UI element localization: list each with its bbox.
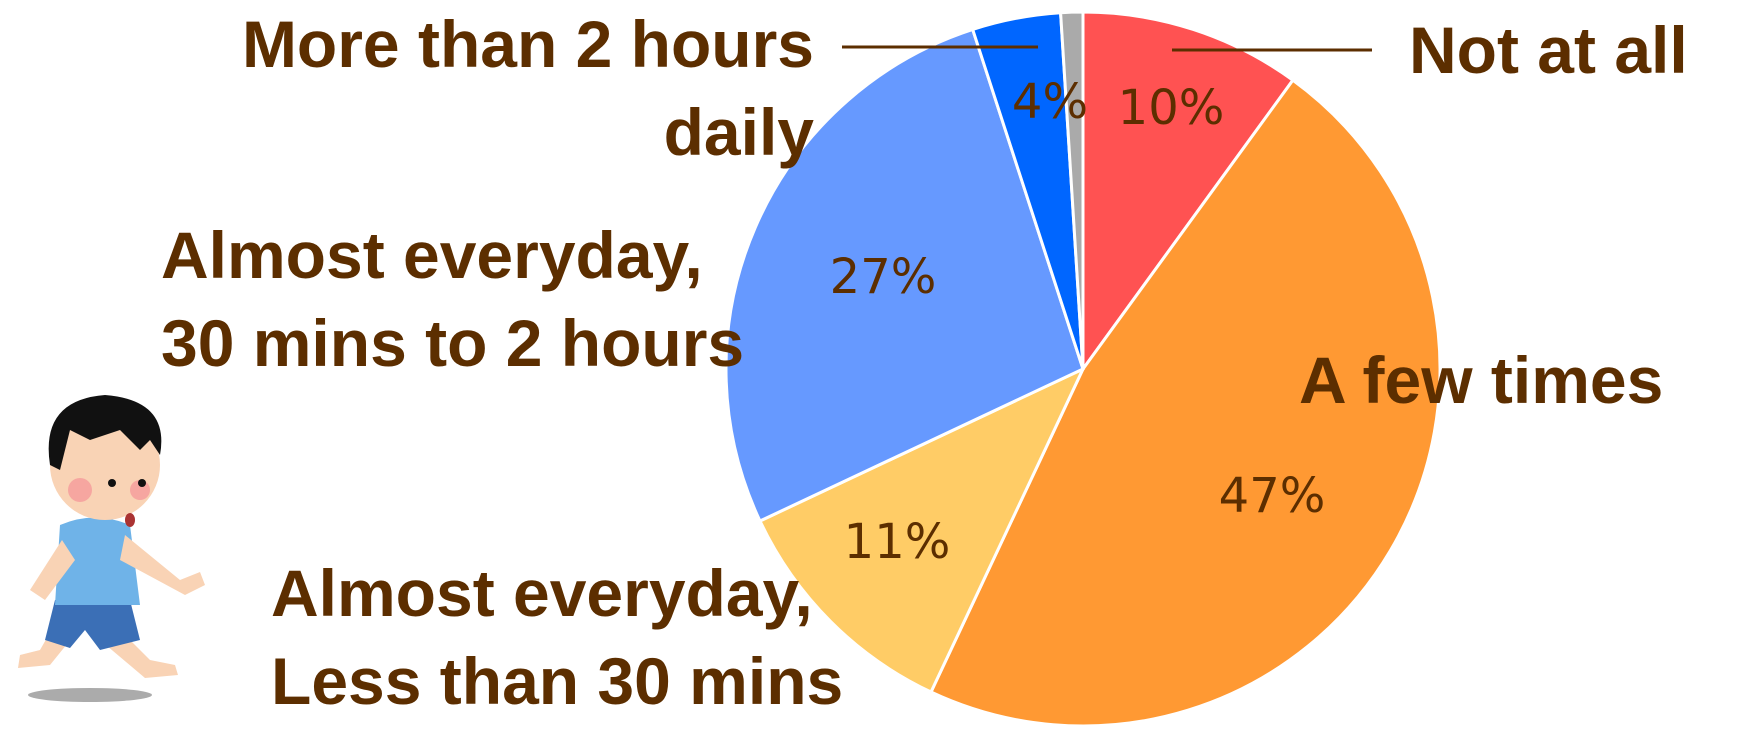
value-label: 27% [830,249,937,305]
illustration [18,395,205,702]
pie-slice [1058,10,1085,370]
category-label: Almost everyday, 30 mins to 2 hours [161,218,745,380]
category-label: Almost everyday, Less than 30 mins [271,556,844,718]
pie-slice [757,365,1087,695]
category-label: A few times [1299,343,1664,417]
category-label: Not at all [1409,13,1688,87]
category-label: More than 2 hours daily [241,7,814,169]
value-label: 47% [1219,468,1326,524]
value-label: 10% [1118,80,1225,136]
pie-slice [1081,10,1295,374]
value-label: 4% [1012,74,1088,130]
pie-slice [929,78,1442,728]
value-label: 11% [844,514,951,570]
pie-slice [724,27,1085,523]
